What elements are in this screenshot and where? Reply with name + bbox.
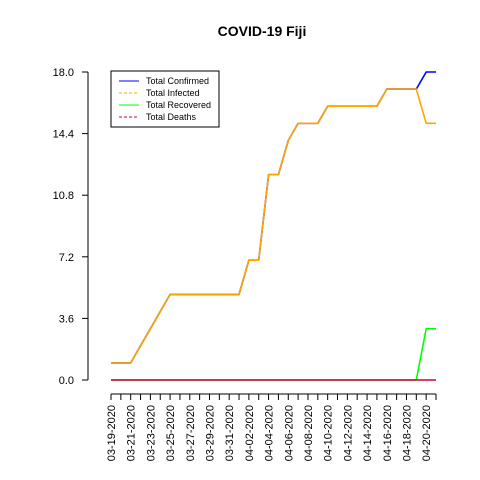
x-tick-label: 03-21-2020 [126, 405, 138, 461]
x-tick-label: 04-18-2020 [401, 405, 413, 461]
legend-label: Total Infected [146, 88, 200, 98]
legend-label: Total Deaths [146, 112, 197, 122]
series-layer [111, 71, 436, 381]
y-tick-label: 0.0 [59, 375, 74, 387]
y-tick-label: 18.0 [53, 67, 74, 79]
x-tick-label: 03-31-2020 [224, 405, 236, 461]
y-tick-label: 3.6 [59, 313, 74, 325]
x-tick-label: 03-19-2020 [106, 405, 118, 461]
x-tick-label: 03-29-2020 [204, 405, 216, 461]
x-tick-label: 04-04-2020 [264, 405, 276, 461]
x-tick-label: 04-10-2020 [323, 405, 335, 461]
chart-title: COVID-19 Fiji [218, 23, 307, 39]
x-tick-label: 03-25-2020 [165, 405, 177, 461]
y-axis: 0.0 3.6 7.2 10.8 14.4 18.0 [53, 67, 89, 387]
x-tick-label: 04-14-2020 [362, 405, 374, 461]
y-tick-label: 10.8 [53, 190, 74, 202]
legend-box [110, 70, 220, 128]
legend-label: Total Confirmed [146, 76, 209, 86]
x-tick-label: 03-23-2020 [145, 405, 157, 461]
x-tick-label: 03-27-2020 [185, 405, 197, 461]
series-line-total-recovered [111, 327, 436, 381]
legend: Total Confirmed Total Infected Total Recov… [110, 70, 220, 128]
legend-label: Total Recovered [146, 100, 211, 110]
x-tick-label: 04-02-2020 [244, 405, 256, 461]
y-tick-label: 14.4 [53, 129, 74, 141]
x-tick-label: 04-16-2020 [382, 405, 394, 461]
series-line-total-infected [111, 88, 436, 364]
x-tick-label: 04-08-2020 [303, 405, 315, 461]
x-axis: 03-19-2020 03-21-2020 03-23-2020 03-25-2020… [106, 393, 437, 461]
x-tick-label: 04-06-2020 [283, 405, 295, 461]
y-tick-label: 7.2 [59, 252, 74, 264]
x-tick-label: 04-12-2020 [342, 405, 354, 461]
x-tick-label: 04-20-2020 [421, 405, 433, 461]
